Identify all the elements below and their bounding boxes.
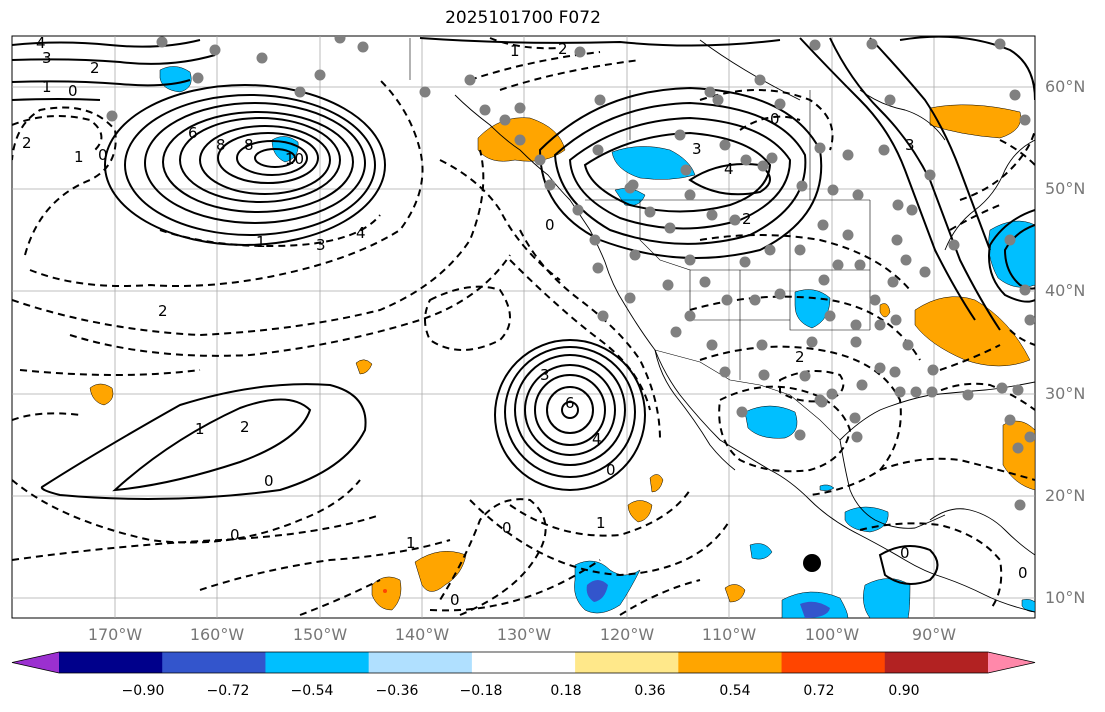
contour-label: 4 <box>36 34 46 52</box>
contour-label: 0 <box>230 526 240 544</box>
contour-label: 3 <box>905 136 915 154</box>
colorbar-tick-label: −0.54 <box>290 683 334 699</box>
colorbar-tick-label: −0.90 <box>121 683 165 699</box>
contour-label: 0 <box>450 591 460 609</box>
colorbar-extend-min <box>12 652 59 673</box>
lon-label: 90°W <box>911 625 957 644</box>
contour-label: 0 <box>1018 564 1028 582</box>
lat-label: 40°N <box>1045 281 1086 300</box>
lon-label: 100°W <box>804 625 860 644</box>
lat-label: 30°N <box>1045 384 1086 403</box>
contour-label: 0 <box>606 461 616 479</box>
colorbar-segment <box>471 652 576 673</box>
solid-contours <box>12 36 1035 585</box>
colorbar-tick-label: 0.72 <box>803 683 835 699</box>
contour-label: 2 <box>558 40 568 58</box>
contour-label: 1 <box>596 514 606 532</box>
borders <box>409 38 871 441</box>
contour-label: 0 <box>545 216 555 234</box>
contour-label: 3 <box>692 140 702 158</box>
contour-label: 1 <box>195 420 205 438</box>
station-dots <box>106 36 1035 511</box>
contour-label: 1 <box>406 534 416 552</box>
contour-labels: 4 3 2 1 0 8 8 10 6 1 3 4 2 1 0 2 1 2 0 0… <box>22 34 1028 609</box>
contour-label: 6 <box>188 124 198 142</box>
colorbar-extend-max <box>988 652 1035 673</box>
colorbar-tick-label: 0.18 <box>550 683 582 699</box>
colorbar-segment <box>368 652 473 673</box>
contour-label: 0 <box>770 110 780 128</box>
colorbar-segment <box>265 652 370 673</box>
colorbar-tick-label: 0.54 <box>719 683 751 699</box>
coastlines <box>454 39 1035 613</box>
contour-label: 1 <box>74 148 84 166</box>
contour-label: 0 <box>68 82 78 100</box>
colorbar-tick-label: 0.90 <box>888 683 920 699</box>
lat-label: 10°N <box>1045 588 1086 607</box>
contour-label: 2 <box>742 210 752 228</box>
contour-label: 1 <box>42 78 52 96</box>
colorbar-segment <box>575 652 679 673</box>
contour-label: 4 <box>724 160 734 178</box>
lon-label: 150°W <box>292 625 348 644</box>
colorbar-segment <box>884 652 989 673</box>
contour-label: 10 <box>285 150 304 168</box>
colorbar-outline <box>11 651 1036 674</box>
contour-label: 1 <box>510 42 520 60</box>
lat-label: 50°N <box>1045 179 1086 198</box>
contour-label: 2 <box>90 59 100 77</box>
contour-label: 3 <box>42 49 52 67</box>
contour-label: 4 <box>356 224 366 242</box>
contour-label: 3 <box>316 236 326 254</box>
lon-label: 160°W <box>189 625 245 644</box>
contour-label: 8 <box>244 136 254 154</box>
lon-label: 120°W <box>599 625 655 644</box>
contour-label: 2 <box>22 134 32 152</box>
colorbar-tick-label: −0.72 <box>206 683 250 699</box>
colorbar-segment <box>781 652 886 673</box>
contour-label: 6 <box>565 394 575 412</box>
lon-label: 140°W <box>394 625 450 644</box>
contour-label: 0 <box>900 544 910 562</box>
contour-label: 2 <box>158 302 168 320</box>
dark-blue-shading <box>586 580 830 618</box>
black-marker <box>803 554 821 572</box>
colorbar-segment <box>162 652 266 673</box>
contour-label: 0 <box>264 472 274 490</box>
lon-label: 170°W <box>87 625 143 644</box>
contour-label: 8 <box>216 136 226 154</box>
colorbar-segment <box>59 652 163 673</box>
map-title: 2025101700 F072 <box>445 8 601 28</box>
lat-label: 60°N <box>1045 77 1086 96</box>
contour-label: 2 <box>795 348 805 366</box>
colorbar-tick-label: −0.18 <box>459 683 503 699</box>
red-spot <box>383 589 387 593</box>
negative-shading <box>159 66 1035 618</box>
positive-shading <box>89 104 1035 611</box>
contour-label: 2 <box>240 418 250 436</box>
lon-label: 130°W <box>496 625 552 644</box>
contour-label: 0 <box>98 146 108 164</box>
colorbar-tick-label: 0.36 <box>634 683 666 699</box>
contour-label: 0 <box>502 519 512 537</box>
colorbar-tick-label: −0.36 <box>375 683 419 699</box>
colorbar <box>11 651 1036 674</box>
contour-label: 4 <box>592 430 602 448</box>
contour-label: 1 <box>256 233 266 251</box>
lon-label: 110°W <box>701 625 757 644</box>
colorbar-segment <box>678 652 783 673</box>
lat-label: 20°N <box>1045 486 1086 505</box>
contour-label: 3 <box>540 366 550 384</box>
